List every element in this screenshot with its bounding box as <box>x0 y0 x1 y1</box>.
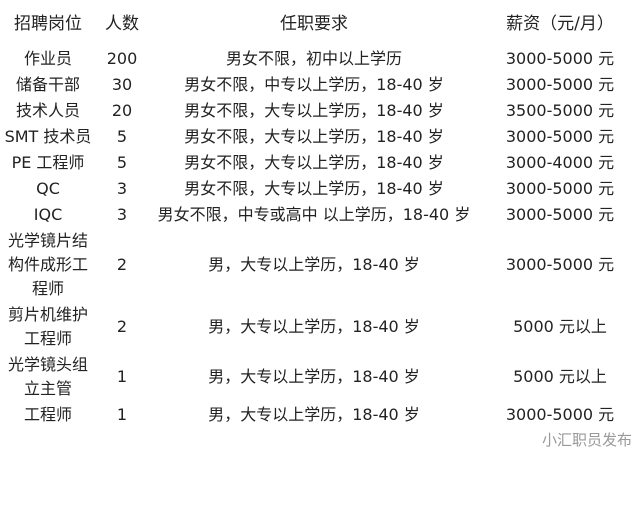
cell-requirements: 男，大专以上学历，18-40 岁 <box>208 405 420 424</box>
cell-position: PE 工程师 <box>11 153 85 172</box>
cell-requirements: 男女不限，大专以上学历，18-40 岁 <box>184 153 444 172</box>
cell-position: 作业员 <box>23 49 72 68</box>
cell-salary: 3000-5000 元 <box>505 255 615 274</box>
cell-salary: 5000 元以上 <box>513 317 607 336</box>
cell-salary: 5000 元以上 <box>513 367 607 386</box>
cell-position: SMT 技术员 <box>4 127 92 146</box>
cell-count: 1 <box>116 367 128 386</box>
table-row: 光学镜片结构件成形工程师 2 男，大专以上学历，18-40 岁 3000-5000 元 <box>0 228 640 302</box>
table-row: 光学镜头组立主管 1 男，大专以上学历，18-40 岁 5000 元以上 <box>0 352 640 402</box>
cell-requirements: 男，大专以上学历，18-40 岁 <box>208 367 420 386</box>
table-row: 技术人员 20 男女不限，大专以上学历，18-40 岁 3500-5000 元 <box>0 98 640 124</box>
table-row: 储备干部 30 男女不限，中专以上学历，18-40 岁 3000-5000 元 <box>0 72 640 98</box>
cell-count: 1 <box>116 405 128 424</box>
cell-position: IQC <box>33 205 63 224</box>
cell-count: 5 <box>116 127 128 146</box>
header-count: 人数 <box>105 14 139 34</box>
header-row: 招聘岗位 人数 任职要求 薪资（元/月） <box>0 0 640 46</box>
cell-position: 剪片机维护工程师 <box>7 305 88 348</box>
watermark: 小汇职员发布 <box>541 431 632 449</box>
cell-count: 2 <box>116 255 128 274</box>
header-salary: 薪资（元/月） <box>506 14 614 34</box>
cell-position: 光学镜片结构件成形工程师 <box>7 231 88 298</box>
cell-requirements: 男女不限，大专以上学历，18-40 岁 <box>184 101 444 120</box>
cell-salary: 3000-5000 元 <box>505 49 615 68</box>
table-row: QC 3 男女不限，大专以上学历，18-40 岁 3000-5000 元 <box>0 176 640 202</box>
cell-count: 2 <box>116 317 128 336</box>
table-row: PE 工程师 5 男女不限，大专以上学历，18-40 岁 3000-4000 元 <box>0 150 640 176</box>
cell-salary: 3500-5000 元 <box>505 101 615 120</box>
cell-position: 储备干部 <box>15 75 80 94</box>
cell-position: QC <box>36 179 60 198</box>
cell-count: 30 <box>111 75 133 94</box>
cell-count: 20 <box>111 101 133 120</box>
cell-count: 3 <box>116 179 128 198</box>
table-row: 工程师 1 男，大专以上学历，18-40 岁 3000-5000 元 <box>0 402 640 428</box>
header-position: 招聘岗位 <box>14 14 82 34</box>
cell-count: 5 <box>116 153 128 172</box>
cell-requirements: 男，大专以上学历，18-40 岁 <box>208 317 420 336</box>
job-table: 招聘岗位 人数 任职要求 薪资（元/月） 作业员 200 男女不限，初中以上学历 30… <box>0 0 640 428</box>
cell-salary: 3000-5000 元 <box>505 75 615 94</box>
cell-count: 3 <box>116 205 128 224</box>
cell-requirements: 男女不限，大专以上学历，18-40 岁 <box>184 179 444 198</box>
cell-requirements: 男女不限，中专以上学历，18-40 岁 <box>184 75 444 94</box>
cell-count: 200 <box>106 49 138 68</box>
cell-requirements: 男女不限，中专或高中 以上学历，18-40 岁 <box>157 205 471 224</box>
cell-position: 光学镜头组立主管 <box>7 355 88 398</box>
cell-requirements: 男，大专以上学历，18-40 岁 <box>208 255 420 274</box>
table-row: SMT 技术员 5 男女不限，大专以上学历，18-40 岁 3000-5000 元 <box>0 124 640 150</box>
header-requirements: 任职要求 <box>280 14 348 34</box>
cell-salary: 3000-5000 元 <box>505 179 615 198</box>
cell-salary: 3000-5000 元 <box>505 127 615 146</box>
cell-position: 技术人员 <box>15 101 80 120</box>
cell-requirements: 男女不限，大专以上学历，18-40 岁 <box>184 127 444 146</box>
cell-salary: 3000-4000 元 <box>505 153 615 172</box>
table-row: 作业员 200 男女不限，初中以上学历 3000-5000 元 <box>0 46 640 72</box>
table-row: 剪片机维护工程师 2 男，大专以上学历，18-40 岁 5000 元以上 <box>0 302 640 352</box>
cell-salary: 3000-5000 元 <box>505 405 615 424</box>
table-row: IQC 3 男女不限，中专或高中 以上学历，18-40 岁 3000-5000 元 <box>0 202 640 228</box>
cell-requirements: 男女不限，初中以上学历 <box>225 49 402 68</box>
cell-position: 工程师 <box>23 405 72 424</box>
cell-salary: 3000-5000 元 <box>505 205 615 224</box>
